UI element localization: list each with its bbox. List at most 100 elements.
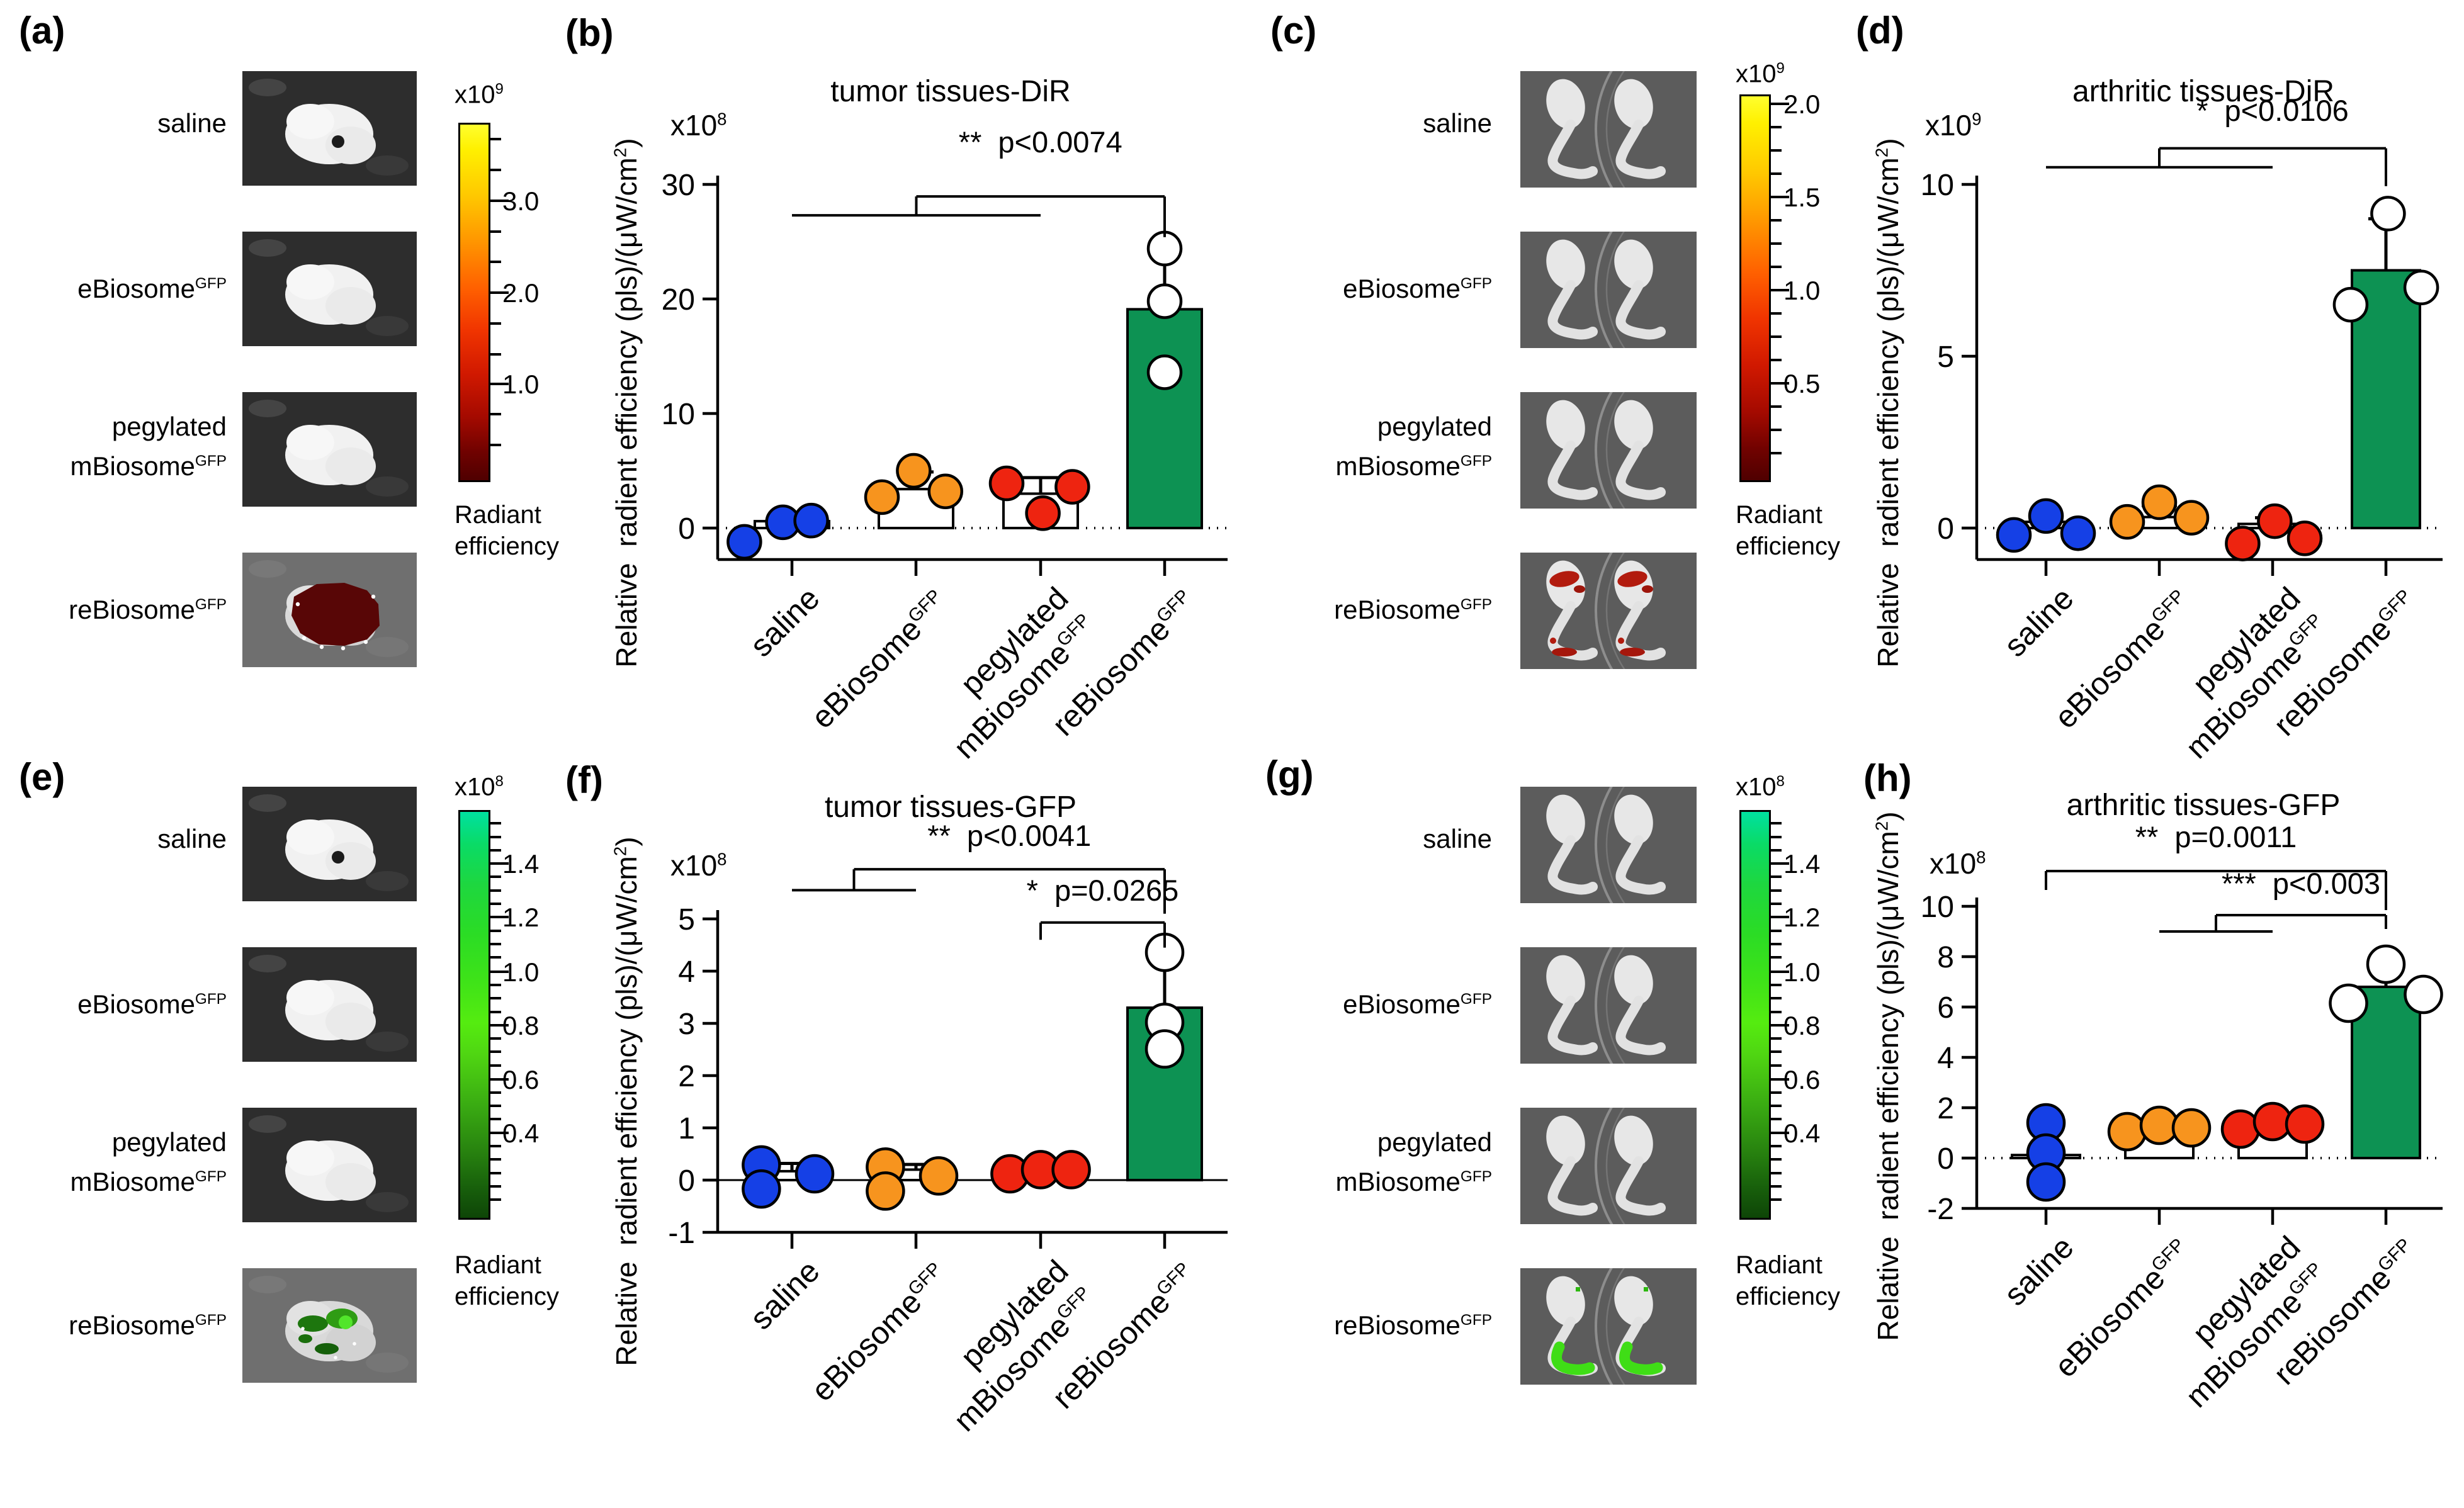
chart-plot: -2 0 2 4 6 8 10 ** p=0.0011 *** p<0.003: [1921, 820, 2443, 1226]
tissue-dark-spot: [332, 135, 344, 148]
row-label-pegylated-mbiosome: pegylated mBiosomeGFP: [70, 412, 227, 481]
data-point-reBiosomeGFP: [2370, 196, 2406, 232]
petri-dish-arc: [1595, 1268, 1613, 1385]
panel-letter-d: (d): [1856, 9, 1904, 52]
row-label-rebiosome: reBiosomeGFP: [1334, 595, 1492, 624]
y-axis-tick-label: 30: [662, 169, 695, 202]
tissue-photo: [242, 232, 417, 346]
colorbar-tick-label: 1.4: [1783, 849, 1821, 879]
colorbar-tick: [1769, 956, 1782, 959]
colorbar-tick: [489, 1131, 509, 1134]
panel-letter-f: (f): [565, 759, 603, 801]
data-point-pegylated mBiosomeGFP: [1025, 495, 1061, 531]
signal-speckle: [353, 1342, 356, 1346]
photo-background: [1520, 787, 1697, 903]
dir-signal-overlay: [291, 583, 380, 646]
colorbar-tick: [489, 916, 509, 919]
photo-texture: [249, 560, 286, 578]
y-axis-tick-label: -1: [668, 1217, 695, 1250]
row-label-ebiosome: eBiosomeGFP: [1343, 989, 1492, 1019]
data-point-pegylated mBiosomeGFP: [2285, 1104, 2325, 1144]
petri-dish-arc: [1605, 947, 1625, 1064]
colorbar-tick: [1769, 997, 1782, 1000]
leg-thigh: [1546, 239, 1585, 290]
y-axis-tick-label: 10: [1921, 891, 1954, 924]
data-point-saline: [2026, 1162, 2066, 1202]
colorbar-tick: [489, 862, 509, 865]
photo-texture: [249, 239, 286, 257]
colorbar-scale-label: x109: [1736, 60, 1785, 88]
data-point-eBiosomeGFP: [2173, 500, 2210, 536]
colorbar-tick: [489, 322, 501, 325]
data-point-saline: [726, 524, 762, 560]
row-label-pegylated-mbiosome: pegylated mBiosomeGFP: [1335, 412, 1492, 481]
leg-thigh: [1546, 794, 1585, 845]
leg-thigh: [1546, 1115, 1585, 1166]
colorbar-tick: [1769, 218, 1782, 222]
data-point-saline: [2060, 515, 2096, 551]
colorbar-tick: [489, 1198, 501, 1201]
colorbar-tick: [489, 199, 509, 202]
photo-background: [1520, 553, 1697, 669]
significance-label: * p=0.0265: [1027, 874, 1179, 907]
colorbar-tick: [489, 983, 501, 986]
gfp-signal-overlay: [298, 1315, 328, 1332]
signal-speckle: [319, 644, 324, 650]
gfp-signal-bright: [339, 1315, 353, 1329]
tissue-blob: [325, 447, 376, 485]
colorbar-tick-label: 0.8: [502, 1010, 540, 1040]
tissue-blob: [286, 1140, 334, 1176]
colorbar-tick: [1769, 875, 1782, 879]
chart-title: tumor tissues-DiR: [830, 75, 1071, 108]
leg-shank: [1547, 441, 1598, 500]
photo-texture: [366, 1032, 409, 1052]
leg-shank: [1615, 835, 1666, 895]
colorbar-tick: [489, 875, 501, 879]
data-point-saline: [793, 502, 829, 539]
dir-signal-overlay: [1549, 571, 1580, 587]
colorbar-tick: [489, 382, 509, 385]
leg-thigh: [1614, 79, 1653, 129]
colorbar-tick-label: 2.0: [1783, 89, 1821, 120]
tissue-blob: [286, 425, 334, 460]
colorbar-tick-label: 0.6: [1783, 1064, 1821, 1094]
chart-plot: 0 10 20 30 ** p<0.0074: [662, 125, 1228, 576]
y-axis-tick-label: 4: [678, 955, 695, 989]
colorbar: [458, 810, 490, 1220]
colorbar-tick: [1769, 1118, 1782, 1121]
leg-thigh: [1546, 79, 1585, 129]
signal-speckle: [371, 594, 376, 599]
y-axis-tick-label: 20: [662, 283, 695, 317]
leg-shank: [1547, 1156, 1598, 1216]
tissue-photo: [242, 1108, 417, 1222]
colorbar-tick: [489, 1158, 501, 1161]
data-point-pegylated mBiosomeGFP: [2225, 526, 2261, 561]
signal-speckle: [301, 1327, 305, 1331]
data-point-reBiosomeGFP: [2332, 286, 2369, 323]
colorbar-tick: [1769, 265, 1782, 268]
colorbar-tick-label: 1.0: [502, 369, 540, 399]
axis-scale-label: x108: [670, 109, 727, 142]
tissue-blob: [286, 264, 334, 300]
y-axis-tick-label: 3: [678, 1008, 695, 1041]
leg-shank: [1547, 120, 1598, 179]
y-axis-tick-label: 5: [678, 903, 695, 937]
chart-plot: -1 0 1 2 3 4 5 ** p<0.0041 * p=0.0265: [668, 819, 1228, 1250]
colorbar-tick: [1769, 335, 1782, 338]
colorbar-tick: [1769, 1010, 1782, 1013]
row-label-ebiosome: eBiosomeGFP: [77, 989, 227, 1019]
data-point-eBiosomeGFP: [2109, 504, 2145, 540]
y-axis-tick-label: 0: [678, 512, 695, 546]
colorbar-tick: [489, 997, 501, 1000]
y-axis-tick-label: 8: [1937, 941, 1954, 974]
dir-signal-overlay: [1574, 585, 1585, 593]
colorbar: [458, 123, 490, 482]
photo-texture: [249, 1115, 286, 1133]
photo-background: [1520, 1108, 1697, 1224]
petri-dish-arc: [1595, 787, 1613, 903]
row-label-saline: saline: [157, 824, 227, 853]
y-axis-tick-label: 4: [1937, 1042, 1954, 1075]
colorbar-tick-label: 1.0: [502, 957, 540, 987]
data-point-reBiosomeGFP: [2404, 974, 2443, 1015]
data-point-eBiosomeGFP: [2141, 484, 2178, 520]
